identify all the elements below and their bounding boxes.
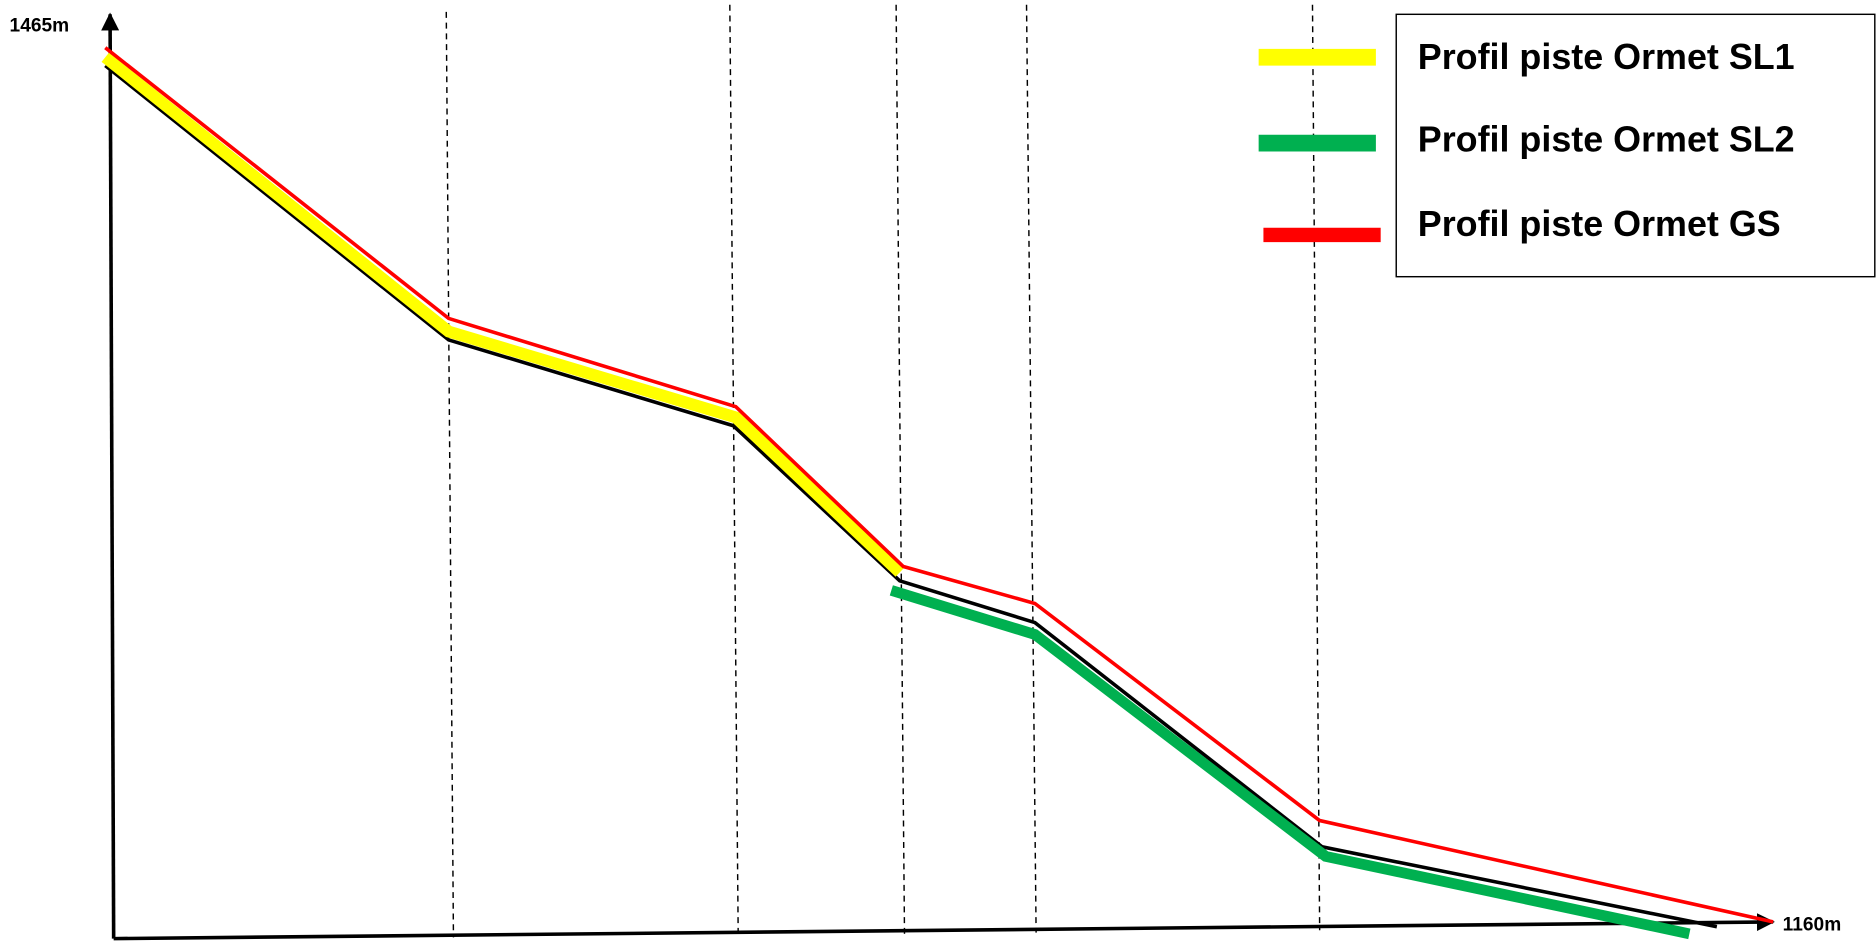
x-axis-label: 1160m bbox=[1783, 915, 1842, 936]
terrain-profile bbox=[104, 64, 1718, 929]
legend-label: Profil piste Ormet SL1 bbox=[1418, 37, 1795, 77]
divider bbox=[729, 4, 739, 936]
profile-sl2 bbox=[889, 585, 1691, 940]
divider bbox=[1025, 4, 1037, 933]
divider bbox=[895, 4, 906, 934]
profile-sl1 bbox=[101, 52, 904, 577]
divider bbox=[1311, 4, 1321, 931]
legend: Profil piste Ormet SL1 Profil piste Orme… bbox=[1258, 13, 1876, 278]
y-axis-label: 1465m bbox=[10, 15, 70, 36]
x-axis bbox=[113, 913, 1775, 941]
section-dividers bbox=[445, 4, 1321, 938]
divider bbox=[445, 11, 455, 938]
legend-label: Profil piste Ormet GS bbox=[1418, 204, 1781, 244]
y-axis bbox=[101, 12, 120, 939]
profile-gs bbox=[104, 46, 1774, 924]
legend-label: Profil piste Ormet SL2 bbox=[1418, 119, 1795, 159]
legend-box bbox=[1395, 13, 1876, 278]
